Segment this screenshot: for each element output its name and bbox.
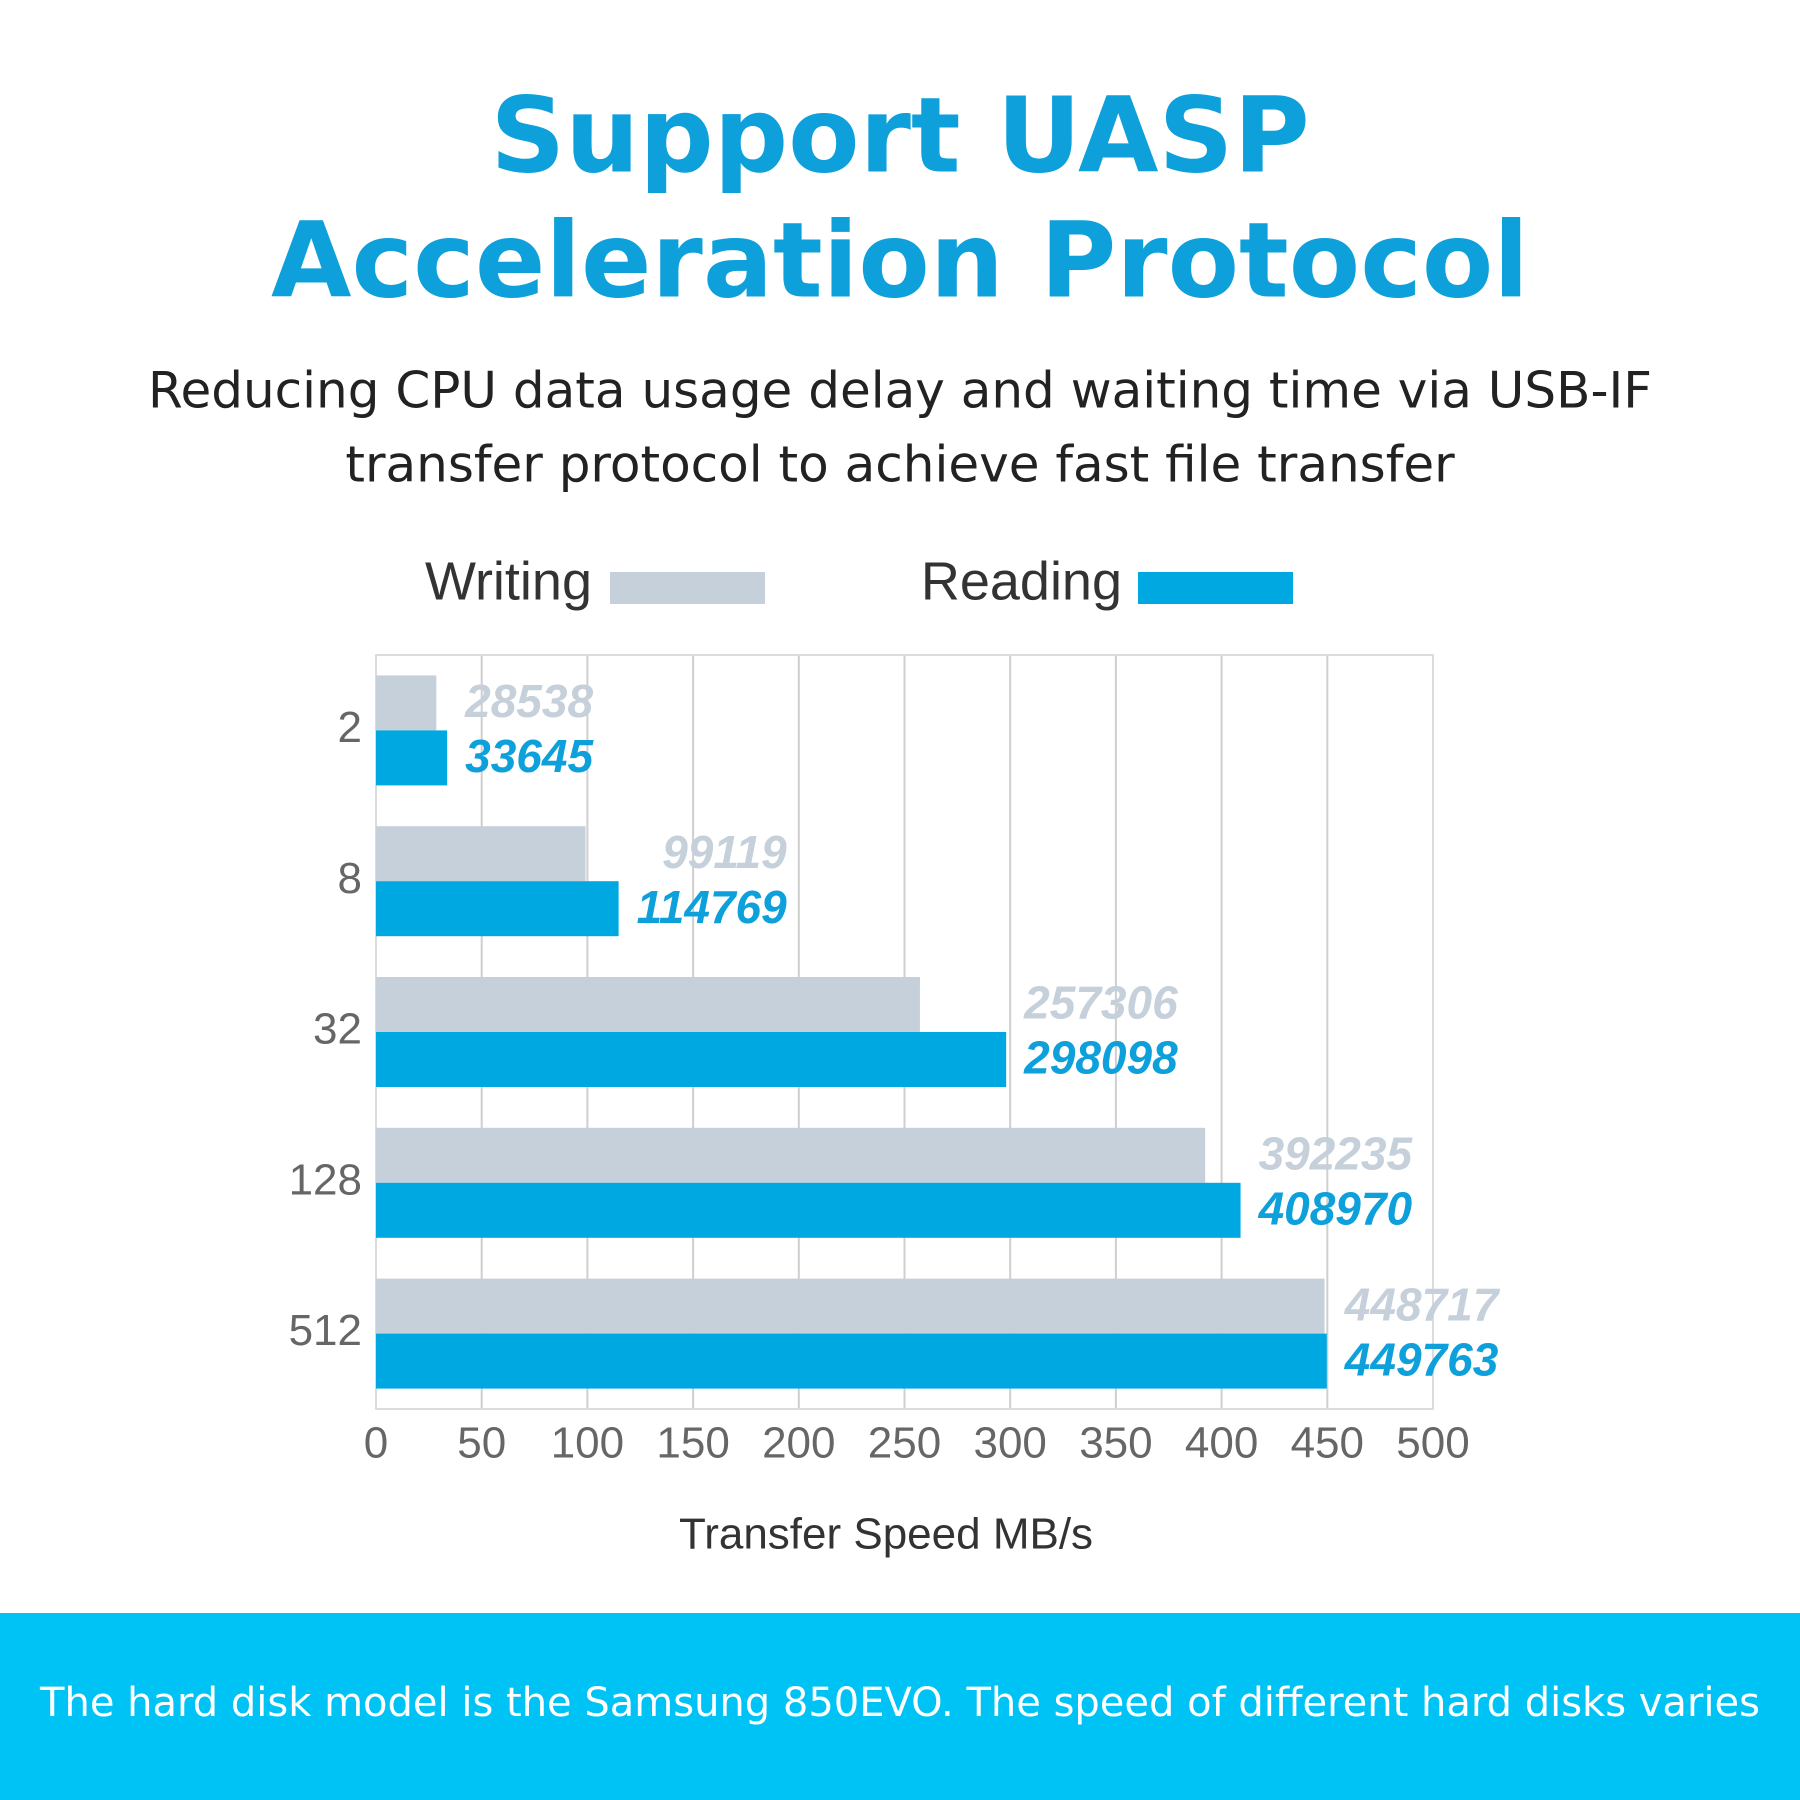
y-tick-label: 32 bbox=[313, 1005, 362, 1054]
value-label: 33645 bbox=[465, 730, 594, 782]
title-line: Acceleration Protocol bbox=[271, 199, 1529, 321]
y-tick-label: 8 bbox=[338, 854, 362, 903]
value-label: 298098 bbox=[1023, 1032, 1178, 1084]
value-label: 392235 bbox=[1259, 1127, 1414, 1179]
footer-band bbox=[0, 1613, 1800, 1800]
subtitle-line: transfer protocol to achieve fast file t… bbox=[345, 436, 1455, 494]
bar bbox=[376, 730, 448, 786]
value-label: 28538 bbox=[464, 675, 593, 727]
legend-label: Reading bbox=[921, 551, 1122, 611]
x-tick-label: 450 bbox=[1291, 1419, 1364, 1468]
y-tick-label: 128 bbox=[289, 1155, 362, 1204]
value-label: 408970 bbox=[1258, 1182, 1413, 1234]
x-tick-label: 300 bbox=[973, 1419, 1046, 1468]
bar bbox=[376, 826, 586, 882]
value-label: 99119 bbox=[662, 826, 787, 878]
legend-swatch bbox=[610, 572, 765, 604]
value-label: 257306 bbox=[1023, 977, 1178, 1029]
subtitle-line: Reducing CPU data usage delay and waitin… bbox=[148, 362, 1652, 420]
value-label: 449763 bbox=[1344, 1333, 1499, 1385]
x-tick-label: 100 bbox=[551, 1419, 624, 1468]
x-tick-label: 0 bbox=[364, 1419, 388, 1468]
value-label: 448717 bbox=[1344, 1278, 1501, 1330]
x-tick-label: 150 bbox=[656, 1419, 729, 1468]
footnote: The hard disk model is the Samsung 850EV… bbox=[39, 1680, 1760, 1726]
bar bbox=[376, 1127, 1206, 1183]
x-tick-label: 500 bbox=[1396, 1419, 1469, 1468]
x-axis-label: Transfer Speed MB/s bbox=[679, 1510, 1093, 1559]
bar bbox=[376, 1032, 1007, 1087]
x-tick-label: 350 bbox=[1079, 1419, 1152, 1468]
x-tick-label: 50 bbox=[457, 1419, 506, 1468]
title-line: Support UASP bbox=[490, 74, 1309, 196]
bar bbox=[376, 675, 437, 731]
x-tick-label: 200 bbox=[762, 1419, 835, 1468]
x-tick-label: 250 bbox=[868, 1419, 941, 1468]
bar bbox=[376, 1333, 1327, 1389]
value-label: 114769 bbox=[637, 881, 788, 933]
bar bbox=[376, 881, 619, 937]
y-tick-label: 2 bbox=[338, 703, 362, 752]
bar bbox=[376, 1278, 1325, 1334]
legend-label: Writing bbox=[425, 551, 592, 611]
bar bbox=[376, 1182, 1241, 1238]
y-tick-label: 512 bbox=[289, 1306, 362, 1355]
x-tick-label: 400 bbox=[1185, 1419, 1258, 1468]
bar bbox=[376, 977, 920, 1032]
legend-swatch bbox=[1138, 572, 1293, 604]
